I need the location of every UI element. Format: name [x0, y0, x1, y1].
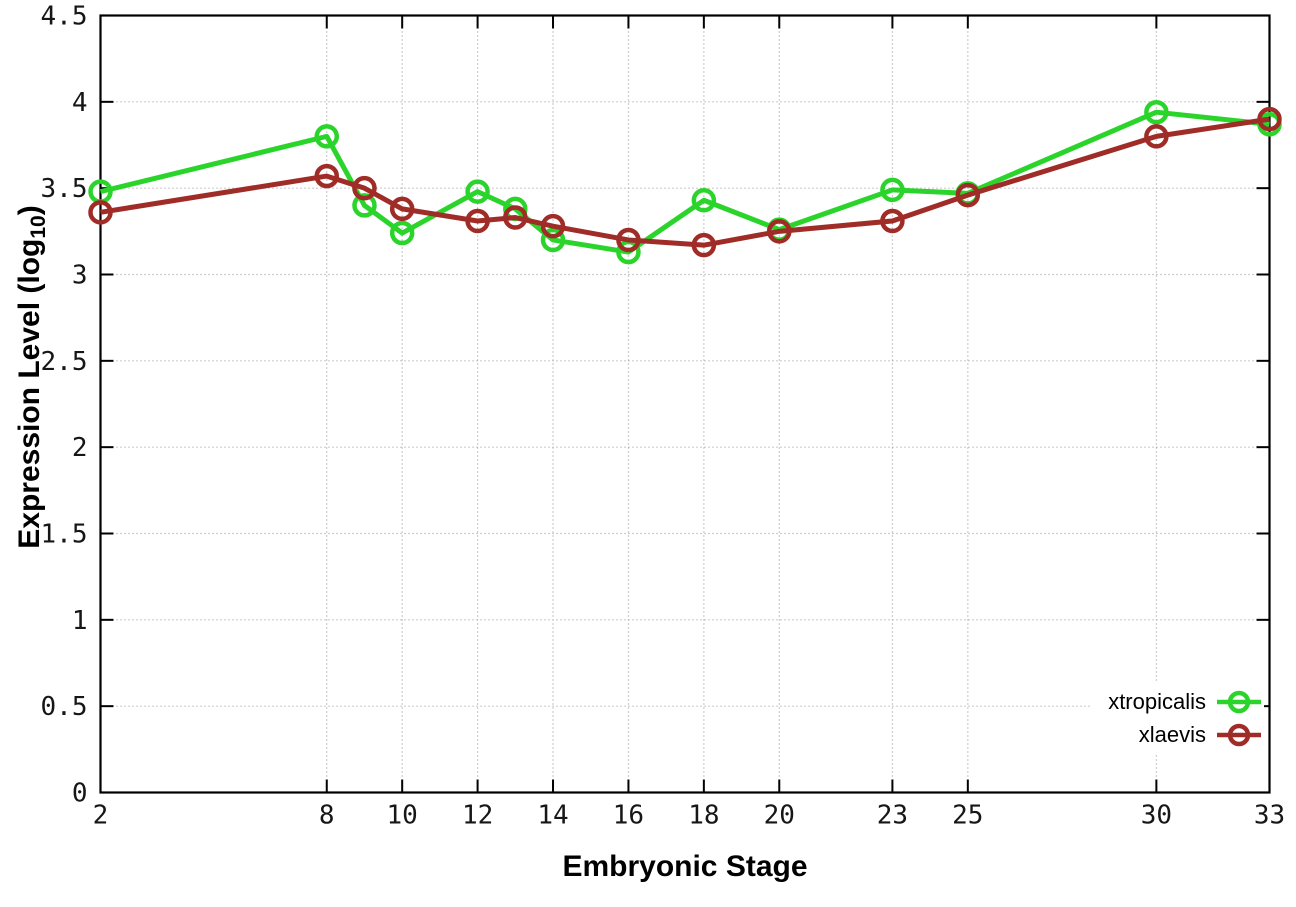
data-point-xtropicalis — [1144, 99, 1169, 125]
x-tick-label: 16 — [613, 801, 644, 831]
x-tick-label: 33 — [1254, 801, 1285, 831]
y-tick-label: 4.5 — [41, 2, 88, 32]
data-point-xtropicalis — [465, 179, 490, 204]
y-axis-title-text: Expression Level (log — [13, 238, 46, 549]
data-point-xlaevis — [955, 182, 981, 208]
x-tick-label: 23 — [877, 801, 908, 831]
legend: xtropicalis xlaevis — [1090, 683, 1264, 753]
data-point-xlaevis — [88, 200, 113, 225]
data-point-xtropicalis — [880, 177, 905, 203]
x-tick-label: 10 — [387, 801, 418, 831]
data-point-xlaevis — [540, 213, 566, 239]
data-point-xlaevis — [1257, 106, 1282, 132]
y-tick-label: 3 — [72, 261, 88, 291]
data-point-xlaevis — [1144, 124, 1169, 149]
y-tick-label: 1 — [72, 606, 88, 636]
data-point-xlaevis — [880, 208, 905, 234]
x-tick-label: 14 — [537, 801, 568, 831]
y-tick-label: 1.5 — [41, 520, 88, 550]
y-tick-label: 0.5 — [41, 692, 88, 722]
y-tick-label: 2.5 — [41, 347, 88, 377]
data-point-xtropicalis — [540, 227, 566, 253]
x-axis-title: Embryonic Stage — [562, 850, 808, 883]
data-point-xlaevis — [465, 208, 490, 234]
data-point-xlaevis — [691, 232, 717, 258]
data-point-xlaevis — [389, 196, 415, 222]
x-tick-label: 18 — [688, 801, 719, 831]
data-point-xtropicalis — [352, 193, 377, 218]
data-point-xlaevis — [314, 163, 340, 189]
x-tick-label: 12 — [462, 801, 493, 831]
plot-border — [99, 14, 1271, 794]
data-point-xlaevis — [503, 205, 528, 230]
y-axis-title-close: ) — [13, 205, 46, 216]
y-axis-title-subscript: 10 — [27, 215, 50, 239]
y-tick-label: 4 — [72, 88, 88, 118]
x-tick-label: 30 — [1141, 801, 1172, 831]
legend-marker-icon — [1217, 723, 1261, 746]
data-point-xlaevis — [352, 175, 377, 201]
x-tick-label: 25 — [952, 801, 983, 831]
data-point-xtropicalis — [691, 188, 717, 213]
data-point-xtropicalis — [389, 220, 415, 246]
y-tick-label: 3.5 — [41, 174, 88, 204]
x-tick-label: 2 — [93, 801, 109, 831]
y-tick-label: 0 — [72, 779, 88, 809]
legend-marker-icon — [1217, 690, 1261, 713]
legend-item-xlaevis: xlaevis — [1108, 718, 1262, 751]
data-point-xtropicalis — [314, 124, 340, 149]
series-line-xlaevis — [100, 116, 1270, 248]
y-axis-title: Expression Level (log10) — [12, 77, 50, 677]
data-point-xlaevis — [767, 219, 792, 244]
data-point-xlaevis — [616, 227, 641, 253]
x-tick-label: 8 — [319, 801, 335, 831]
legend-label: xlaevis — [1138, 721, 1206, 747]
y-tick-label: 2 — [72, 433, 88, 463]
legend-label: xtropicalis — [1108, 688, 1206, 714]
x-tick-label: 20 — [764, 801, 795, 831]
legend-item-xtropicalis: xtropicalis — [1108, 685, 1262, 718]
